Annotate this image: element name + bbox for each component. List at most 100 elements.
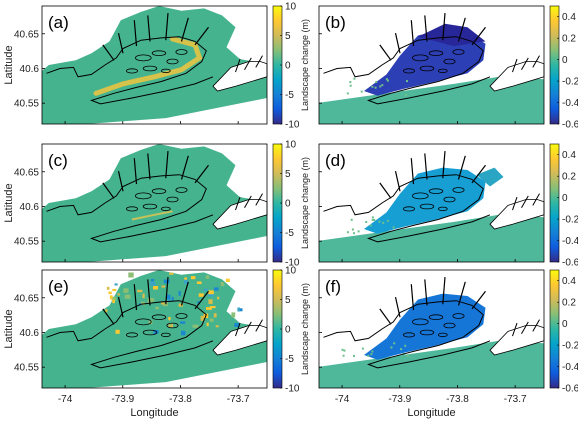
axes-frame-e: [41, 269, 268, 389]
change-cell-e: [209, 306, 216, 309]
change-cell-b: [371, 85, 374, 88]
creek-d-2: [424, 153, 428, 180]
axes-frame-f: [318, 269, 545, 389]
change-cell-d: [365, 221, 368, 223]
creek-c-6: [102, 182, 115, 199]
creek-c-5: [194, 164, 209, 184]
change-cell-d: [353, 232, 355, 235]
marsh-change-c: [131, 210, 173, 221]
inlet-e-0: [235, 322, 241, 337]
colorbar-tick-label: -0.4: [562, 236, 578, 247]
colorbar-tick-label: -0.2: [562, 341, 578, 352]
panel-label-d: (d): [325, 151, 346, 170]
island-b-2: [443, 58, 456, 65]
island-c-3: [142, 203, 158, 210]
change-cell-e: [137, 289, 143, 293]
change-cell-e: [225, 278, 230, 282]
map-field-b: [319, 76, 544, 124]
axes-frame-a: [41, 5, 268, 125]
creek-c-4: [180, 155, 189, 180]
y-tick-label: 40.55: [14, 237, 39, 248]
map-field-a: [42, 6, 267, 124]
creek-a-5: [194, 26, 209, 46]
change-cell-e: [209, 318, 214, 322]
island-c-4: [126, 206, 139, 212]
colorbar-label-a: Landscape change (m): [300, 19, 310, 111]
change-cell-f: [404, 344, 407, 347]
change-cell-f: [342, 354, 345, 357]
creek-c-3: [165, 151, 169, 179]
creek-e-1: [133, 284, 138, 311]
island-f-1: [428, 314, 444, 321]
change-cell-e: [163, 279, 170, 284]
change-cell-f: [361, 347, 364, 350]
change-cell-e: [217, 296, 220, 300]
x-tick-label: -74: [58, 394, 73, 405]
creek-e-6: [102, 308, 115, 325]
island-f-2: [443, 322, 456, 329]
change-cell-e: [205, 275, 210, 279]
change-cell-b: [379, 85, 382, 88]
creek-b-4: [457, 17, 466, 42]
y-axis-label: Latitude: [3, 45, 15, 84]
colorbar-tick-label: 0.4: [562, 12, 576, 23]
island-e-3: [142, 329, 158, 336]
y-tick-label: 40.65: [14, 167, 39, 178]
colorbar-tick-label: 0: [562, 55, 568, 66]
island-b-6: [437, 68, 448, 74]
x-axis-label: Longitude: [130, 407, 178, 419]
island-b-3: [419, 65, 435, 72]
colorbar-tick-label: 10: [285, 2, 297, 13]
colorbar-tick-label: 0: [562, 319, 568, 330]
creek-d-4: [457, 155, 466, 180]
change-cell-e: [106, 286, 110, 290]
creek-d-3: [442, 151, 446, 179]
change-cell-e: [128, 272, 134, 278]
y-tick-label: 40.65: [14, 29, 39, 40]
colorbar-tick-label: -10: [285, 384, 300, 395]
change-cell-d: [392, 226, 395, 229]
y-tick-label: 40.55: [14, 99, 39, 110]
colorbar-tick-label: 5: [285, 169, 291, 180]
creek-f-1: [410, 284, 415, 311]
change-cell-e: [234, 323, 240, 327]
panel-label-e: (e): [48, 277, 69, 296]
colorbar-tick-label: -0.4: [562, 98, 578, 109]
panel-e: (e) -74 -73.9 -73.8 -73.7 40.65 40.6 40.55 10 5 0 -…: [14, 266, 310, 406]
island-b-1: [428, 50, 444, 56]
colorbar-tick-label: 0: [285, 61, 291, 72]
inlet-c-0: [235, 196, 241, 211]
colorbar-tick-label: -5: [285, 90, 294, 101]
inlet-f-2: [532, 319, 540, 332]
coastline-c: [46, 174, 214, 243]
change-cell-b: [406, 80, 408, 83]
change-cell-e: [168, 317, 171, 321]
creek-f-0: [394, 296, 401, 318]
creek-b-3: [442, 13, 446, 41]
island-e-2: [166, 322, 179, 329]
creek-a-1: [133, 20, 138, 47]
colorbar-label-c: Landscape change (m): [300, 157, 310, 249]
island-f-0: [411, 318, 429, 326]
colorbar-tick-label: 10: [285, 140, 297, 151]
creek-b-1: [410, 20, 415, 47]
colorbar-tick-label: 10: [285, 266, 297, 277]
creek-f-4: [457, 281, 466, 306]
inlet-e-1: [244, 321, 252, 334]
inlet-b-2: [532, 55, 540, 68]
island-b-5: [452, 49, 465, 55]
panel-label-b: (b): [325, 13, 346, 32]
island-f-6: [437, 332, 448, 338]
island-d-1: [428, 188, 444, 195]
colorbar-tick-label: 5: [285, 295, 291, 306]
coastline-d: [323, 174, 491, 243]
island-b-4: [402, 68, 415, 74]
colorbar-d: [549, 143, 560, 263]
colorbar-tick-label: 5: [285, 31, 291, 42]
x-tick-label: -73.7: [227, 394, 250, 405]
inlet-a-2: [255, 55, 263, 68]
change-cell-e: [206, 307, 212, 310]
colorbar-tick-label: -10: [285, 120, 300, 131]
